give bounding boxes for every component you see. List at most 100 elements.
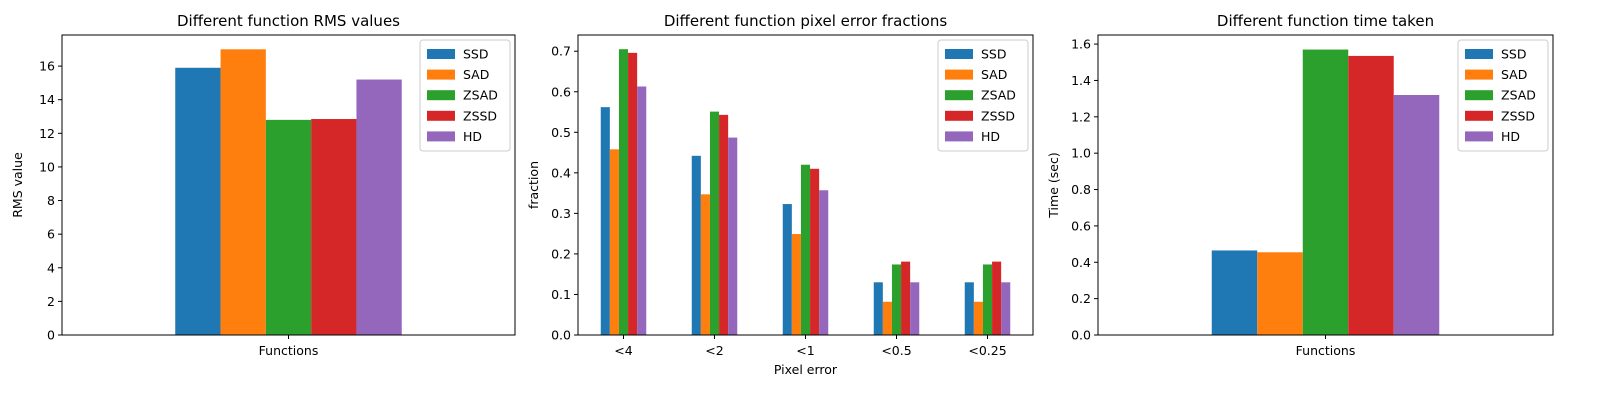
- bar-hd-3: [819, 190, 829, 335]
- bar-zsad-1: [1302, 49, 1349, 336]
- y-tick-label: 0.0: [1071, 328, 1091, 343]
- x-axis-label: Pixel error: [774, 362, 838, 377]
- legend-swatch-ssd: [1465, 49, 1493, 59]
- y-axis-label: fraction: [526, 161, 541, 209]
- y-tick-label: 12: [39, 126, 55, 141]
- y-tick-label: 0.7: [551, 44, 571, 59]
- legend-label-hd: HD: [1501, 129, 1520, 144]
- bar-hd-1: [1393, 95, 1440, 335]
- bar-zsad-3: [800, 164, 811, 335]
- legend-swatch-sad: [427, 69, 455, 80]
- bar-zssd-3: [810, 168, 820, 335]
- y-tick-label: 0: [47, 328, 55, 343]
- x-tick-label: <1: [796, 343, 814, 358]
- legend-label-sad: SAD: [1501, 67, 1527, 82]
- x-tick-label: Functions: [1296, 343, 1356, 358]
- legend: SSD SAD ZSAD ZSSD HD: [937, 39, 1029, 152]
- legend-label-zsad: ZSAD: [463, 88, 498, 103]
- legend-swatch-zssd: [945, 110, 973, 121]
- y-axis-label: Time (sec): [1046, 152, 1061, 218]
- x-tick-label: <0.25: [968, 343, 1006, 358]
- legend-swatch-hd: [427, 131, 455, 142]
- bar-sad-1: [1257, 252, 1303, 335]
- y-tick-label: 0.6: [551, 84, 571, 99]
- legend-label-hd: HD: [981, 129, 1000, 144]
- bar-zsad-2: [709, 111, 720, 336]
- x-tick-label: <0.5: [881, 343, 911, 358]
- bar-ssd-3: [782, 204, 792, 335]
- legend-swatch-zsad: [945, 90, 973, 101]
- chart-panel-1: 0 2 4 6 8 10 12 14 16 Functions Different function…: [10, 12, 516, 358]
- legend-label-sad: SAD: [981, 67, 1007, 82]
- y-tick-label: 4: [47, 260, 55, 275]
- bar-zsad-4: [891, 264, 902, 335]
- bar-ssd-2: [691, 155, 701, 335]
- y-tick-label: 1.0: [1071, 146, 1091, 161]
- y-tick-label: 0.5: [551, 125, 571, 140]
- legend-label-zsad: ZSAD: [1501, 88, 1536, 103]
- chart-title: Different function pixel error fractions: [664, 12, 948, 30]
- y-tick-label: 0.1: [551, 287, 571, 302]
- legend-label-zsad: ZSAD: [981, 88, 1016, 103]
- bar-ssd-1: [175, 67, 221, 336]
- bar-zssd-1: [1348, 55, 1394, 335]
- bar-sad-1: [609, 149, 619, 335]
- legend-box: [1457, 39, 1549, 152]
- legend-swatch-zssd: [1465, 110, 1493, 121]
- y-tick-label: 14: [39, 92, 55, 107]
- x-tick-label: Functions: [259, 343, 319, 358]
- legend-label-zssd: ZSSD: [981, 108, 1015, 123]
- legend-swatch-ssd: [427, 49, 455, 59]
- y-tick-label: 0.2: [551, 246, 571, 261]
- bar-zssd-1: [311, 119, 357, 335]
- y-tick-label: 0.6: [1071, 218, 1091, 233]
- bar-hd-5: [1001, 282, 1011, 335]
- chart-title: Different function RMS values: [177, 12, 400, 30]
- y-tick-label: 0.3: [551, 206, 571, 221]
- y-tick-label: 8: [47, 193, 55, 208]
- chart-panel-2: 0.0 0.1 0.2 0.3 0.4 0.5 0.6 0.7 <4 <2 <1 <0.5 <0.25 D…: [526, 12, 1034, 377]
- bar-zssd-2: [719, 114, 729, 335]
- bar-zssd-4: [901, 261, 911, 335]
- legend-swatch-ssd: [945, 49, 973, 59]
- legend-label-ssd: SSD: [1501, 47, 1527, 62]
- legend-box: [419, 39, 511, 152]
- x-tick-label: <2: [705, 343, 723, 358]
- legend-swatch-zsad: [1465, 90, 1493, 101]
- legend-swatch-zsad: [427, 90, 455, 101]
- legend-label-sad: SAD: [463, 67, 489, 82]
- legend-swatch-hd: [945, 131, 973, 142]
- y-tick-label: 1.2: [1071, 109, 1091, 124]
- bar-hd-1: [637, 86, 647, 336]
- legend-label-zssd: ZSSD: [1501, 108, 1535, 123]
- legend-swatch-zssd: [427, 110, 455, 121]
- legend-label-ssd: SSD: [981, 47, 1007, 62]
- y-tick-label: 6: [47, 227, 55, 242]
- y-tick-label: 16: [39, 59, 55, 74]
- legend-label-zssd: ZSSD: [463, 108, 497, 123]
- y-tick-label: 0.8: [1071, 182, 1091, 197]
- bar-hd-1: [356, 79, 402, 335]
- legend-box: [937, 39, 1029, 152]
- bar-zsad-5: [982, 264, 993, 335]
- y-tick-label: 2: [47, 294, 55, 309]
- bar-zssd-5: [992, 261, 1002, 335]
- y-tick-label: 0.4: [1071, 255, 1091, 270]
- x-tick-label: <4: [614, 343, 632, 358]
- legend-label-hd: HD: [463, 129, 482, 144]
- legend: SSD SAD ZSAD ZSSD HD: [1457, 39, 1549, 152]
- bar-ssd-1: [600, 107, 610, 335]
- y-tick-label: 1.6: [1071, 37, 1091, 52]
- legend-label-ssd: SSD: [463, 47, 489, 62]
- y-axis-label: RMS value: [10, 152, 25, 218]
- bar-ssd-5: [964, 282, 974, 335]
- chart-title: Different function time taken: [1217, 12, 1434, 30]
- y-tick-label: 1.4: [1071, 73, 1091, 88]
- bar-ssd-1: [1211, 250, 1258, 335]
- y-tick-label: 0.2: [1071, 291, 1091, 306]
- bar-sad-3: [791, 234, 801, 335]
- bar-zsad-1: [265, 119, 312, 336]
- bar-zsad-1: [618, 49, 629, 335]
